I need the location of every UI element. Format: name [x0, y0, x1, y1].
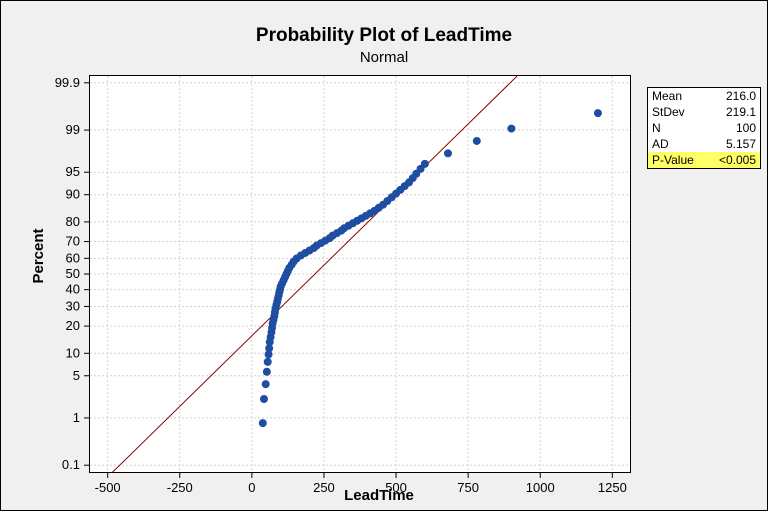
x-axis-label: LeadTime: [69, 487, 689, 504]
y-tick-label: 50: [66, 266, 80, 281]
y-tick-label: 80: [66, 214, 80, 229]
stats-value: 100: [736, 120, 756, 136]
y-tick-label: 0.1: [62, 457, 80, 472]
data-point: [262, 380, 270, 388]
reference-line: [108, 76, 518, 477]
y-tick-label: 1: [73, 410, 80, 425]
stats-row: StDev 219.1: [648, 104, 760, 120]
stats-row: AD 5.157: [648, 136, 760, 152]
data-point: [259, 419, 267, 427]
data-point: [421, 160, 429, 168]
data-point: [264, 358, 272, 366]
stats-label: N: [652, 120, 661, 136]
stats-value: 5.157: [726, 136, 756, 152]
y-tick-label: 99.9: [55, 75, 80, 90]
data-point: [594, 109, 602, 117]
stats-value: <0.005: [719, 152, 756, 168]
chart-subtitle: Normal: [1, 49, 767, 66]
stats-row: N 100: [648, 120, 760, 136]
stats-row: P-Value <0.005: [648, 152, 760, 168]
stats-label: AD: [652, 136, 669, 152]
y-tick-label: 10: [66, 345, 80, 360]
y-tick-label: 95: [66, 164, 80, 179]
stats-value: 216.0: [726, 88, 756, 104]
data-point: [263, 368, 271, 376]
y-tick-label: 5: [73, 368, 80, 383]
data-point: [444, 149, 452, 157]
stats-label: Mean: [652, 88, 682, 104]
stats-value: 219.1: [726, 104, 756, 120]
data-point: [260, 395, 268, 403]
y-tick-label: 30: [66, 298, 80, 313]
data-point: [473, 137, 481, 145]
stats-row: Mean 216.0: [648, 88, 760, 104]
y-tick-label: 40: [66, 282, 80, 297]
y-tick-label: 99: [66, 122, 80, 137]
probability-plot-frame: { "chart": { "type": "probability-plot",…: [0, 0, 768, 511]
stats-label: StDev: [652, 104, 685, 120]
stats-label: P-Value: [652, 152, 694, 168]
y-tick-label: 90: [66, 187, 80, 202]
chart-title: Probability Plot of LeadTime: [1, 25, 767, 47]
data-point: [507, 125, 515, 133]
y-tick-label: 70: [66, 234, 80, 249]
stats-box: Mean 216.0 StDev 219.1 N 100 AD 5.157 P-Value <0.…: [647, 87, 761, 169]
y-tick-label: 20: [66, 318, 80, 333]
y-tick-label: 60: [66, 250, 80, 265]
plot-area: -500-2500250500750100012500.115102030405…: [89, 75, 631, 473]
